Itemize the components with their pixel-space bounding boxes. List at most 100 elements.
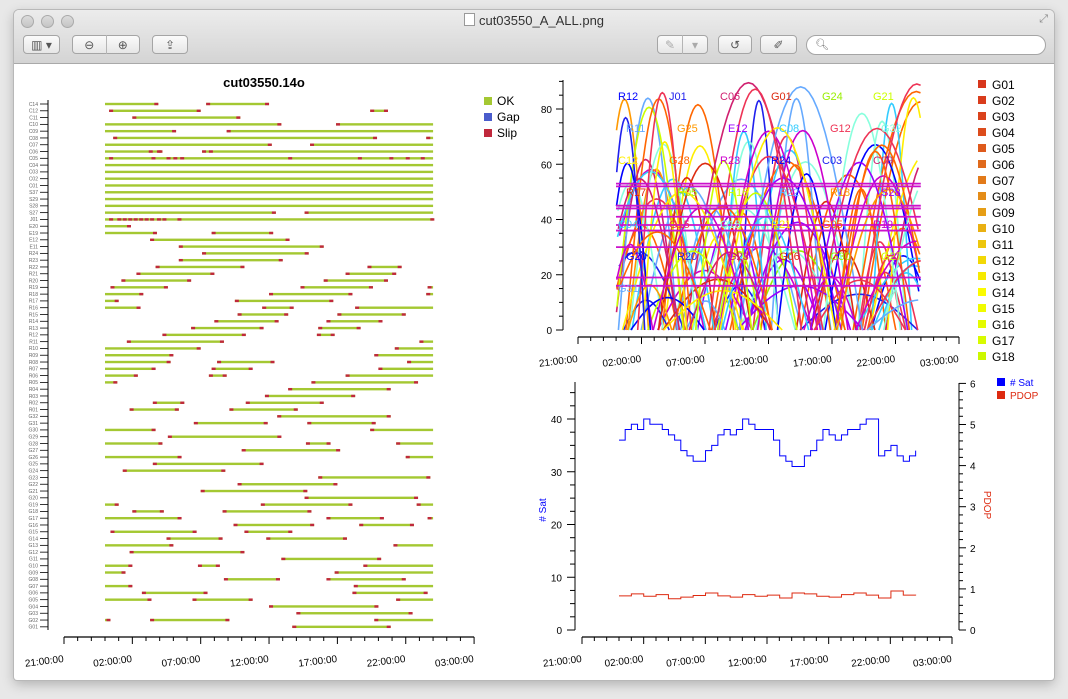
slip-segment — [180, 401, 185, 404]
sat-label: G03 — [29, 611, 39, 617]
elevation-track — [866, 299, 919, 331]
sat-label: R16 — [29, 306, 38, 312]
slip-segment — [396, 598, 401, 601]
slip-segment — [367, 265, 372, 269]
ok-segment — [105, 584, 133, 588]
legend-label: Gap — [497, 110, 520, 124]
slip-segment — [307, 510, 312, 513]
ok-segment — [110, 530, 197, 533]
ok-segment — [370, 428, 434, 432]
slip-segment — [109, 218, 114, 221]
slip-segment — [303, 489, 308, 493]
rotate-button[interactable]: ↺ — [718, 35, 752, 54]
slip-segment — [219, 340, 224, 343]
slip-segment — [113, 136, 118, 140]
ok-segment — [105, 184, 434, 187]
zoom-out-icon[interactable]: ⊖ — [84, 37, 95, 52]
slip-segment — [357, 157, 362, 160]
sat-label: G07 — [29, 584, 39, 590]
ok-segment — [305, 442, 331, 445]
ok-segment — [304, 211, 434, 214]
minimize-button[interactable] — [41, 15, 54, 28]
legend-label: G02 — [992, 94, 1015, 108]
ok-segment — [345, 272, 397, 275]
ok-segment — [197, 564, 220, 567]
fullscreen-icon[interactable]: ⤢ — [1039, 13, 1048, 25]
legend-swatch — [978, 256, 986, 264]
slip-segment — [156, 218, 161, 221]
chart-title: cut03550.14o — [223, 75, 305, 90]
ok-segment — [152, 401, 185, 404]
annotate-button[interactable]: ✎ ▾ — [657, 35, 708, 54]
track-label: E12 — [728, 123, 748, 135]
sat-label: G12 — [29, 550, 39, 556]
slip-segment — [293, 408, 298, 411]
zoom-in-icon[interactable]: ⊕ — [117, 37, 128, 52]
elevation-track — [833, 144, 921, 331]
sat-label: R10 — [29, 346, 38, 352]
legend-label: PDOP — [1010, 391, 1039, 402]
sat-label: G10 — [29, 564, 39, 570]
legend-swatch — [484, 129, 492, 137]
ok-segment — [245, 401, 324, 404]
track-label: R23 — [720, 155, 740, 167]
ok-segment — [105, 204, 434, 208]
search-input[interactable]: 🔍︎ — [806, 35, 1046, 55]
slip-segment — [330, 333, 335, 337]
close-button[interactable] — [21, 15, 34, 28]
slip-segment — [307, 421, 312, 425]
track-label: G30 — [830, 251, 851, 263]
ok-segment — [374, 618, 434, 622]
ok-segment — [211, 231, 274, 235]
slip-segment — [196, 347, 201, 350]
ok-segment — [266, 537, 347, 540]
sat-count-line — [619, 418, 917, 467]
sat-label: G08 — [29, 577, 39, 583]
elevation-track — [852, 90, 921, 331]
ok-segment — [326, 516, 384, 520]
legend-swatch — [484, 97, 492, 105]
slip-segment — [211, 367, 216, 371]
slip-segment — [148, 150, 153, 153]
ok-segment — [105, 143, 272, 146]
sat-label: C04 — [29, 163, 38, 169]
slip-segment — [269, 605, 274, 608]
track-label: G06 — [779, 251, 800, 263]
slip-segment — [129, 408, 134, 411]
pen-icon: ✎ — [664, 37, 676, 52]
slip-segment — [392, 272, 397, 275]
ok-segment — [311, 381, 419, 384]
ok-segment — [141, 591, 208, 595]
track-label: C03 — [822, 155, 842, 167]
sidebar-button[interactable]: ▥ ▾ — [23, 35, 60, 54]
elevation-track — [617, 231, 712, 331]
elevation-track — [814, 127, 919, 331]
elevation-track — [615, 162, 652, 331]
slip-segment — [274, 320, 279, 323]
elevation-track — [694, 160, 753, 331]
slip-segment — [129, 550, 134, 554]
window-title-text: cut03550_A_ALL.png — [478, 13, 605, 28]
zoom-button[interactable] — [61, 15, 74, 28]
slip-segment — [316, 333, 321, 337]
slip-segment — [259, 326, 264, 330]
sat-label: G16 — [29, 523, 39, 529]
legend-label: G06 — [992, 158, 1015, 172]
ok-segment — [419, 340, 434, 343]
ok-segment — [260, 503, 353, 506]
slip-segment — [430, 218, 435, 221]
ok-segment — [345, 374, 434, 377]
x-tick-label: 12:00:00 — [229, 654, 269, 670]
ok-segment — [105, 292, 144, 296]
slip-segment — [109, 109, 114, 112]
ok-segment — [363, 564, 434, 567]
y2-tick-label: 1 — [970, 585, 976, 596]
ok-segment — [262, 306, 294, 309]
ok-segment — [326, 320, 383, 323]
ok-segment — [296, 612, 413, 615]
slip-segment — [289, 306, 294, 309]
share-button[interactable]: ⇪ — [152, 35, 188, 54]
slip-segment — [345, 272, 350, 275]
x-tick-label: 03:00:00 — [912, 654, 952, 670]
edit-button[interactable]: ✐ — [760, 35, 797, 54]
